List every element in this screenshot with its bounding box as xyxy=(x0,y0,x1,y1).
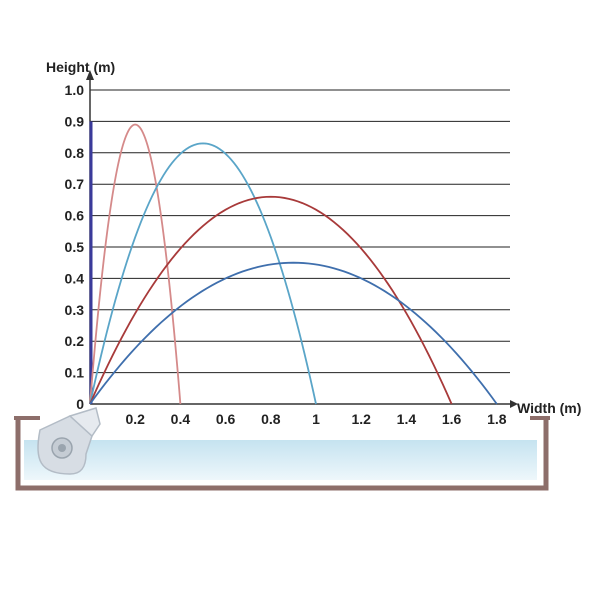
x-tick-label: 1.6 xyxy=(442,411,462,427)
pool-wall xyxy=(15,418,549,491)
y-tick-label: 0.3 xyxy=(65,302,85,318)
x-tick-label: 0.2 xyxy=(125,411,145,427)
y-tick-labels: 0 0.1 0.2 0.3 0.4 0.5 0.6 0.7 0.8 0.9 1.0 xyxy=(65,82,85,412)
y-tick-label: 0.5 xyxy=(65,239,85,255)
x-tick-label: 0.8 xyxy=(261,411,281,427)
y-tick-label: 0.7 xyxy=(65,176,85,192)
y-tick-label: 0.9 xyxy=(65,113,85,129)
x-tick-label: 1.2 xyxy=(351,411,371,427)
y-tick-label: 0.4 xyxy=(65,270,85,286)
x-tick-label: 0.4 xyxy=(171,411,191,427)
x-tick-label: 1 xyxy=(312,411,320,427)
pool-basin xyxy=(14,416,550,491)
trajectory-line-1 xyxy=(89,123,182,405)
trajectory-line-4 xyxy=(89,261,498,405)
trajectory-line-2 xyxy=(89,142,317,405)
x-tick-label: 1.8 xyxy=(487,411,507,427)
x-tick-label: 1.4 xyxy=(397,411,417,427)
y-tick-label: 0.6 xyxy=(65,208,85,224)
y-tick-label: 0.1 xyxy=(65,365,85,381)
x-tick-label: 0.6 xyxy=(216,411,236,427)
water xyxy=(24,440,537,480)
x-axis-label: Width (m) xyxy=(517,400,581,416)
x-tick-labels: 0.2 0.4 0.6 0.8 1 1.2 1.4 1.6 1.8 xyxy=(125,411,506,427)
y-tick-label: 0.2 xyxy=(65,333,85,349)
y-axis-arrow xyxy=(86,70,94,80)
y-tick-label: 0.8 xyxy=(65,145,85,161)
axes xyxy=(86,70,518,408)
fountain-nozzle-icon xyxy=(37,407,101,475)
trajectories xyxy=(89,123,498,405)
trajectory-line-3 xyxy=(89,195,453,405)
x-axis-arrow xyxy=(510,400,518,408)
y-tick-label: 1.0 xyxy=(65,82,85,98)
y-axis-label: Height (m) xyxy=(46,59,115,75)
grid-lines xyxy=(90,89,510,374)
y-tick-label: 0 xyxy=(76,396,84,412)
